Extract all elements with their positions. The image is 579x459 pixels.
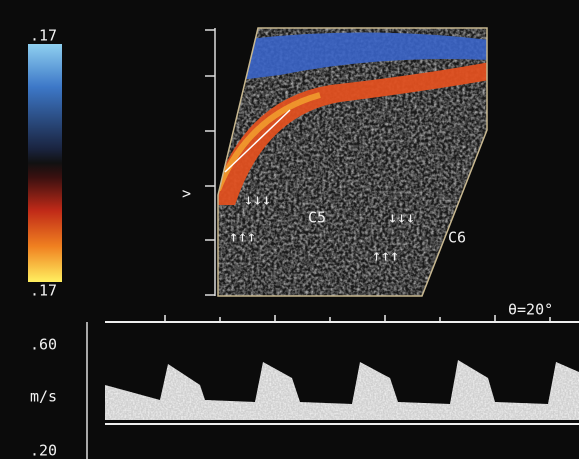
vertebra-label: C6 xyxy=(448,229,466,247)
sector-outline xyxy=(217,27,488,297)
arrows-down: ↓↓↓ xyxy=(388,209,415,227)
angle-label: θ=20° xyxy=(508,301,553,319)
depth-marker: > xyxy=(182,185,191,203)
velocity-bottom: .20 xyxy=(30,442,57,459)
cursor-line xyxy=(224,109,291,173)
depth-ticks xyxy=(205,29,215,296)
time-ticks xyxy=(164,315,551,322)
color-bar xyxy=(28,44,62,282)
velocity-unit: m/s xyxy=(30,388,57,406)
arrows-up: ↑↑↑ xyxy=(229,228,256,246)
colorbar-top-label: .17 xyxy=(30,27,57,45)
velocity-top: .60 xyxy=(30,336,57,354)
colorbar-bottom-label: .17 xyxy=(30,282,57,300)
doppler-image xyxy=(218,28,487,296)
arrows-up: ↑↑↑ xyxy=(372,247,399,265)
vertebra-label: C5 xyxy=(308,209,326,227)
arrows-down: ↓↓↓ xyxy=(244,191,271,209)
